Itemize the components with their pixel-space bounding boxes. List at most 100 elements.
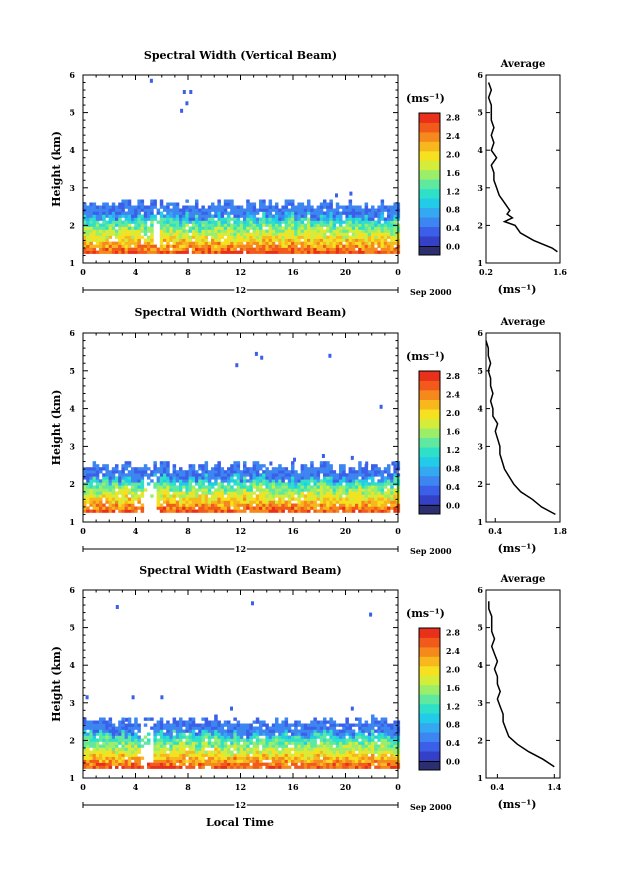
- heatmap-cell: [83, 750, 87, 754]
- heatmap-cell: [371, 729, 375, 733]
- heatmap-cell: [198, 744, 202, 748]
- heatmap-cell: [227, 494, 231, 498]
- heatmap-cell: [284, 241, 289, 245]
- heatmap-cell: [95, 250, 100, 254]
- heatmap-cell: [182, 732, 186, 736]
- heatmap-cell: [201, 729, 205, 733]
- heatmap-cell: [281, 235, 285, 239]
- heatmap-cell: [278, 488, 282, 492]
- heatmap-cell: [364, 491, 369, 495]
- heatmap-cell: [335, 202, 340, 206]
- heatmap-cell: [223, 217, 228, 221]
- heatmap-cell: [297, 211, 301, 215]
- heatmap-cell: [323, 759, 327, 763]
- heatmap-cell: [345, 506, 349, 510]
- heatmap-cell: [207, 205, 212, 209]
- heatmap-cell: [310, 750, 314, 754]
- heatmap-cell: [124, 467, 129, 471]
- heatmap-cell: [377, 738, 381, 742]
- heatmap-cell: [243, 485, 247, 489]
- heatmap-cell: [134, 470, 138, 474]
- heatmap-cell: [335, 488, 340, 492]
- heatmap-cell: [262, 723, 266, 727]
- heatmap-cell: [150, 726, 154, 730]
- heatmap-cell: [134, 488, 138, 492]
- heatmap-cell: [275, 226, 279, 230]
- heatmap-cell: [313, 723, 317, 727]
- heatmap-cell: [118, 732, 122, 736]
- heatmap-cell: [188, 476, 193, 480]
- heatmap-cell: [191, 717, 196, 721]
- heatmap-cell: [124, 753, 129, 757]
- heatmap-cell: [319, 762, 324, 766]
- heatmap-cell: [102, 765, 106, 769]
- heatmap-cell: [390, 747, 394, 751]
- heatmap-cell: [310, 500, 314, 504]
- heatmap-cell: [99, 467, 103, 471]
- heatmap-cell: [92, 214, 97, 218]
- heatmap-cell: [150, 244, 154, 248]
- heatmap-cell: [159, 750, 164, 754]
- heatmap-cell: [271, 747, 276, 751]
- heatmap-cell: [265, 223, 269, 227]
- heatmap-cell: [326, 741, 330, 745]
- heatmap-cell: [287, 482, 292, 486]
- heatmap-cell: [185, 199, 189, 203]
- heatmap-cell: [252, 765, 257, 769]
- heatmap-cell: [364, 467, 369, 471]
- heatmap-cell: [83, 205, 87, 209]
- heatmap-cell: [255, 461, 260, 465]
- heatmap-cell: [185, 470, 189, 474]
- heatmap-cell: [102, 205, 106, 209]
- date-label: Sep 2000: [410, 287, 452, 297]
- heatmap-cell: [223, 247, 228, 251]
- heatmap-cell: [134, 735, 138, 739]
- heatmap-cell: [297, 235, 301, 239]
- heatmap-cell: [323, 247, 327, 251]
- heatmap-cell: [99, 205, 103, 209]
- heatmap-cell: [329, 232, 333, 236]
- heatmap-cell: [102, 232, 106, 236]
- heatmap-cell: [220, 500, 225, 504]
- heatmap-cell: [355, 238, 359, 242]
- heatmap-cell: [182, 238, 186, 242]
- heatmap-cell: [86, 485, 90, 489]
- heatmap-cell: [198, 220, 202, 224]
- heatmap-cell: [377, 509, 381, 513]
- y-tick-label: 1: [69, 258, 75, 268]
- heatmap-cell: [348, 491, 353, 495]
- heatmap-cell: [300, 470, 305, 474]
- sparse-echo: [365, 461, 369, 466]
- heatmap-cell: [323, 488, 327, 492]
- heatmap-cell: [351, 214, 356, 218]
- heatmap-cell: [159, 738, 164, 742]
- heatmap-cell: [339, 229, 343, 233]
- heatmap-cell: [227, 500, 231, 504]
- heatmap-cell: [92, 220, 97, 224]
- heatmap-cell: [124, 461, 129, 465]
- heatmap-cell: [156, 744, 161, 748]
- heatmap-cell: [169, 476, 173, 480]
- heatmap-cell: [99, 747, 103, 751]
- heatmap-cell: [310, 735, 314, 739]
- heatmap-cell: [179, 756, 183, 760]
- heatmap-cell: [326, 211, 330, 215]
- heatmap-cell: [364, 223, 369, 227]
- heatmap-cell: [179, 241, 183, 245]
- heatmap-cell: [230, 226, 234, 230]
- heatmap-cell: [182, 223, 186, 227]
- heatmap-cell: [358, 726, 362, 730]
- heatmap-cell: [265, 217, 269, 221]
- heatmap-cell: [102, 220, 106, 224]
- heatmap-cell: [252, 476, 257, 480]
- heatmap-cell: [169, 217, 173, 221]
- heatmap-cell: [291, 247, 295, 251]
- heatmap-cell: [172, 506, 177, 510]
- heatmap-cell: [313, 226, 317, 230]
- heatmap-cell: [108, 717, 113, 721]
- heatmap-cell: [383, 753, 388, 757]
- heatmap-cell: [121, 250, 125, 254]
- heatmap-cell: [255, 744, 260, 748]
- heatmap-cell: [387, 506, 391, 510]
- average-x-label: (ms⁻¹): [498, 798, 537, 811]
